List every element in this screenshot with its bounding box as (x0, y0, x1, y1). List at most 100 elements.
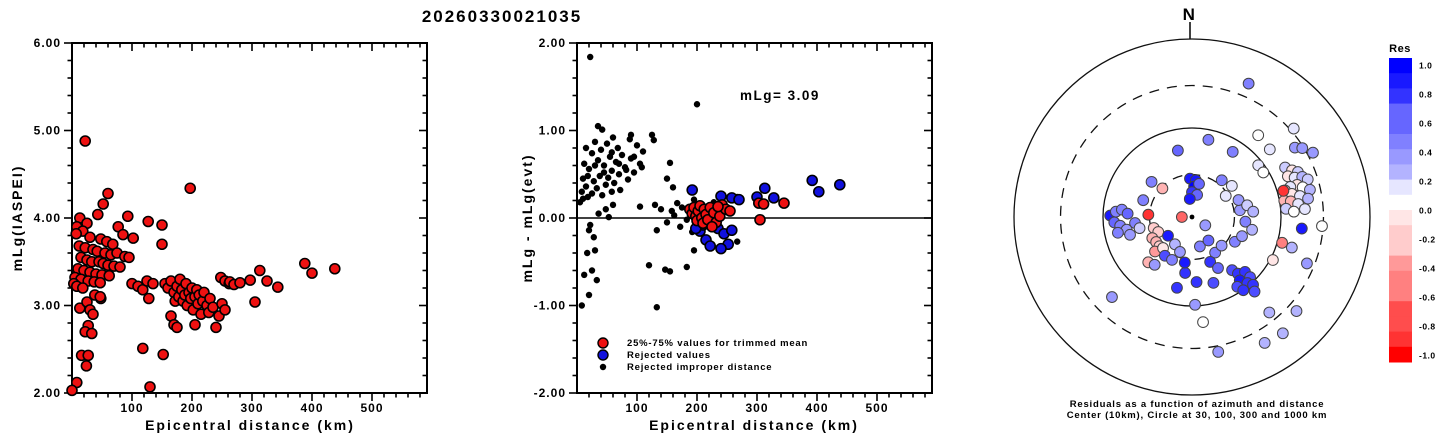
polar-data-point (1316, 220, 1328, 232)
data-point (94, 290, 106, 303)
data-point (650, 136, 657, 144)
x-tick-label: 300 (745, 401, 768, 415)
colorbar-segment (1389, 316, 1412, 333)
data-point (624, 176, 632, 183)
polar-data-point (1232, 194, 1245, 206)
data-point (157, 348, 169, 361)
data-point (593, 276, 600, 284)
data-point (578, 188, 585, 195)
y-tick-label: 2.00 (539, 36, 566, 50)
data-point (249, 296, 261, 308)
polar-data-point (1133, 222, 1146, 235)
data-point (184, 182, 196, 195)
distance-ring-300km (1059, 84, 1325, 350)
data-point (142, 215, 154, 228)
data-point (623, 166, 630, 174)
polar-data-point (1242, 77, 1255, 90)
data-point (686, 184, 699, 196)
colorbar-segment (1389, 164, 1412, 181)
polar-data-point (1175, 211, 1188, 223)
polar-rings (1013, 38, 1371, 396)
data-point (651, 201, 659, 209)
x-tick-label: 300 (240, 401, 263, 415)
data-point (66, 384, 78, 397)
colorbar-segment (1389, 134, 1412, 150)
data-point (171, 321, 183, 334)
x-tick-label: 400 (805, 401, 828, 415)
data-point (594, 122, 602, 130)
panel1-data-points (66, 135, 341, 397)
colorbar-segment (1389, 58, 1412, 74)
polar-data-point (1111, 226, 1124, 239)
panel2-axes: 100 200 300 400 500 -2.00 -1.00 0.00 1.00 2.00 (534, 36, 933, 415)
polar-data-point (1219, 190, 1232, 202)
polar-data-point (1202, 133, 1215, 146)
data-point (591, 247, 599, 254)
data-point (678, 204, 686, 211)
polar-data-point (1124, 228, 1136, 241)
data-point (147, 277, 159, 290)
panel2-yaxis-label: mLg - mLg(evt) (519, 153, 535, 282)
data-point (77, 282, 89, 294)
polar-data-point (1189, 298, 1201, 311)
data-point (690, 196, 698, 203)
polar-data-point (1199, 219, 1212, 232)
y-tick-label: -2.00 (534, 386, 566, 400)
data-point (712, 200, 724, 213)
data-point (733, 193, 745, 206)
data-point (636, 203, 644, 210)
polar-data-point (1287, 205, 1300, 218)
colorbar-segment (1389, 194, 1412, 211)
polar-data-points (1104, 77, 1328, 358)
data-point (600, 162, 608, 169)
panel1-axes: 100 200 300 400 500 2.00 3.00 4.00 5.00 6.00 (34, 36, 428, 415)
data-point (653, 227, 660, 234)
polar-caption-line2: Center (10km), Circle at 30, 100, 300 an… (1067, 410, 1327, 421)
polar-data-point (1263, 306, 1276, 319)
data-point (602, 181, 609, 188)
data-point (143, 292, 155, 305)
data-point (602, 206, 609, 213)
polar-data-point (1295, 222, 1308, 235)
polar-data-point (1285, 241, 1298, 254)
data-point (102, 187, 114, 200)
polar-data-point (1190, 276, 1203, 288)
data-point (588, 267, 596, 274)
data-point (588, 150, 596, 157)
data-point (271, 281, 284, 293)
data-point (82, 349, 94, 362)
data-point (234, 276, 246, 289)
y-tick-label: 0.00 (539, 211, 566, 225)
x-tick-label: 400 (300, 401, 323, 415)
data-point (630, 153, 638, 160)
y-tick-label: 4.00 (34, 211, 61, 225)
colorbar-tick-label: 1.0 (1419, 61, 1432, 71)
data-point (127, 232, 139, 244)
data-point (662, 266, 669, 273)
data-point (117, 228, 129, 241)
data-point (595, 210, 602, 217)
colorbar-segment (1389, 73, 1412, 89)
x-tick-label: 100 (625, 401, 648, 415)
polar-data-point (1258, 337, 1271, 349)
polar-data-point (1215, 239, 1228, 252)
data-point (599, 126, 606, 133)
polar-data-point (1197, 316, 1209, 329)
data-point (666, 268, 674, 275)
legend-marker-improper-distance (599, 363, 607, 371)
polar-data-point (1142, 208, 1155, 221)
data-point (86, 327, 98, 340)
data-point (97, 198, 109, 210)
distance-ring-1000km (1013, 38, 1371, 396)
data-point (581, 160, 588, 167)
data-point (581, 271, 588, 279)
polar-data-point (1202, 234, 1215, 247)
polar-data-point (1137, 194, 1150, 207)
data-point (210, 321, 222, 334)
polar-data-point (1179, 267, 1192, 279)
data-point (608, 149, 615, 156)
polar-data-point (1252, 129, 1265, 142)
polar-data-point (1156, 182, 1169, 195)
data-point (585, 227, 593, 234)
